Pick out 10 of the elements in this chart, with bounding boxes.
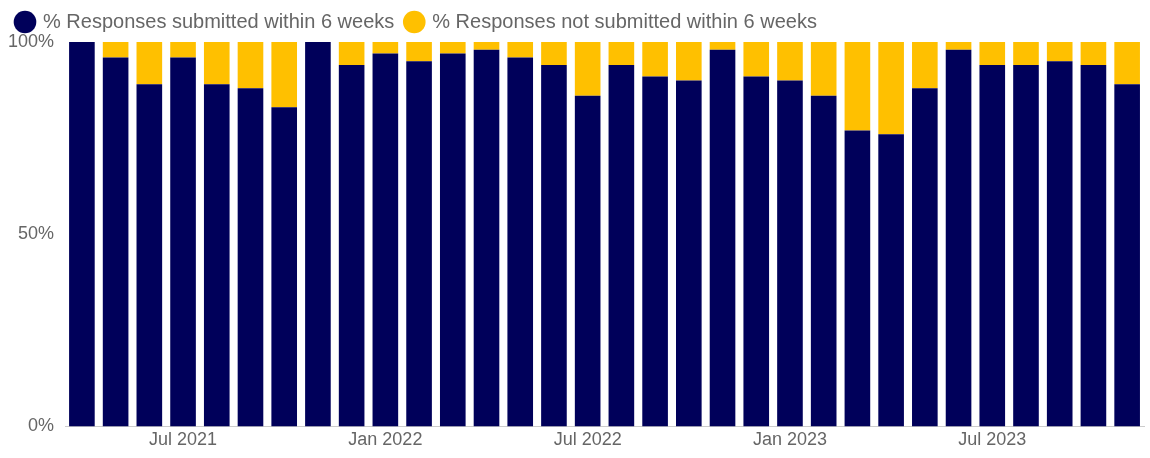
y-tick-label: 100% [7,30,55,51]
x-tick-label: Jul 2023 [958,429,1027,450]
legend-label: % Responses submitted within 6 weeks [43,9,395,32]
y-tick-label: 50% [18,223,55,244]
x-tick-label: Jan 2022 [348,429,423,450]
x-tick-label: Jul 2021 [149,429,218,450]
y-tick-label: 0% [28,415,55,436]
x-tick-label: Jul 2022 [553,429,622,450]
x-tick-label: Jan 2023 [752,429,827,450]
legend-label: % Responses not submitted within 6 weeks [432,9,817,32]
